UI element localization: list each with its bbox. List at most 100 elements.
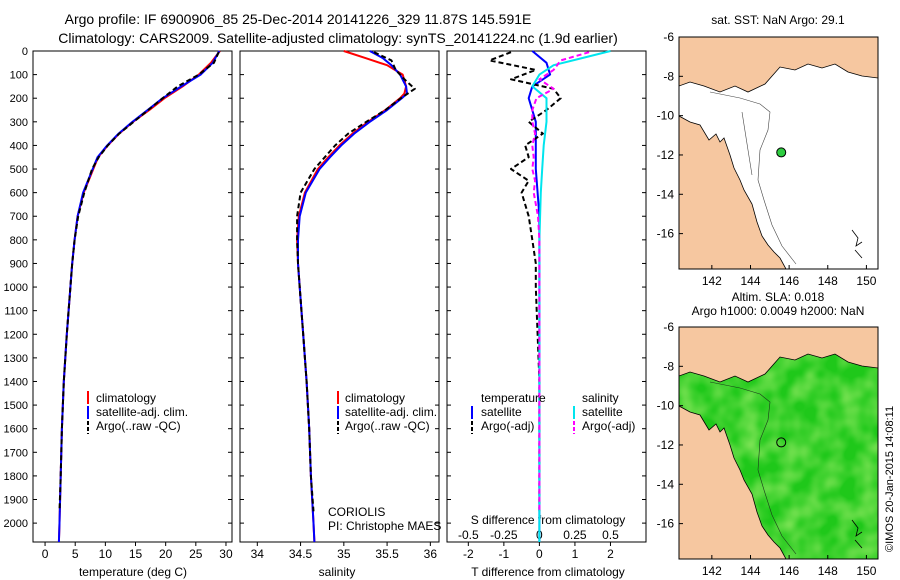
map-y-tick-label: -14 — [657, 187, 675, 201]
legend-argo-label: Argo(..raw -QC) — [96, 419, 181, 433]
pi-label: PI: Christophe MAES — [328, 519, 441, 533]
map-y-tick-label: -8 — [663, 359, 674, 373]
depth-tick-label: 300 — [10, 117, 28, 129]
x-tick-label: 5 — [72, 547, 79, 561]
s-tick-label: 0.25 — [563, 528, 587, 542]
depth-tick-label: 1300 — [4, 353, 28, 365]
temp-argo-line — [58, 51, 220, 512]
x-tick-label: 2 — [607, 547, 614, 561]
temperature-lines — [57, 50, 221, 543]
figure-title-line1: Argo profile: IF 6900906_85 25-Dec-2014 … — [65, 11, 532, 27]
diff-s-argo-line — [531, 51, 590, 512]
x-tick-label: 34.5 — [289, 547, 313, 561]
salinity-x-axis: 34 34.5 35 35.5 36 — [251, 542, 438, 561]
diff-s-satellite-line — [531, 50, 611, 542]
depth-tick-label: 1400 — [4, 376, 28, 388]
s-difference-axis-label: S difference from climatology — [471, 513, 626, 527]
s-tick-label: 0.5 — [602, 528, 619, 542]
map-x-tick-label: 150 — [856, 564, 876, 578]
sal-argo-line — [296, 51, 416, 512]
x-tick-label: 35 — [337, 547, 351, 561]
sst-map-title: sat. SST: NaN Argo: 29.1 — [711, 13, 845, 27]
diff-t-argo-line — [488, 51, 562, 512]
sla-new-guinea-land — [679, 327, 878, 383]
depth-tick-label: 800 — [10, 235, 28, 247]
x-tick-label: -1 — [499, 547, 510, 561]
salinity-legend: climatology satellite-adj. clim. Argo(..… — [337, 391, 437, 434]
x-tick-label: 34 — [251, 547, 265, 561]
sla-float-marker — [776, 437, 787, 448]
sla-island-outline — [851, 519, 863, 549]
temperature-legend: climatology satellite-adj. clim. Argo(..… — [87, 391, 188, 434]
sla-map-title-line2: Argo h1000: 0.0049 h2000: NaN — [692, 304, 865, 318]
x-tick-label: 10 — [99, 547, 113, 561]
sal-climatology-line — [296, 50, 408, 543]
sal-legend-argo-label: Argo(..raw -QC) — [345, 419, 430, 433]
x-tick-label: 30 — [219, 547, 233, 561]
depth-tick-label: 0 — [22, 46, 28, 58]
map-x-tick-label: 150 — [856, 274, 876, 288]
x-tick-label: 36 — [424, 547, 438, 561]
x-tick-label: -2 — [463, 547, 474, 561]
temperature-axis-label: temperature (deg C) — [79, 565, 187, 579]
temp-satellite-line — [57, 50, 221, 543]
credit-label: CORIOLIS — [328, 505, 385, 519]
x-tick-label: 15 — [129, 547, 143, 561]
sst-float-marker — [776, 147, 787, 158]
sst-map-axes: 142 144 146 148 150 -6 -8 -10 -12 -14 -16 — [657, 30, 877, 288]
depth-tick-label: 1600 — [4, 424, 28, 436]
sst-map — [679, 37, 878, 269]
sla-map-axes: 142 144 146 148 150 -6 -8 -10 -12 -14 -16 — [657, 320, 877, 578]
depth-tick-label: 700 — [10, 211, 28, 223]
map-y-tick-label: -6 — [663, 320, 674, 334]
legend-climatology-label: climatology — [96, 391, 156, 405]
map-y-tick-label: -16 — [657, 517, 675, 531]
depth-tick-label: 600 — [10, 188, 28, 200]
x-tick-label: 0 — [536, 547, 543, 561]
map-y-tick-label: -12 — [657, 438, 675, 452]
temperature-x-axis: 0 5 10 15 20 25 30 — [42, 542, 233, 561]
x-tick-label: 1 — [572, 547, 579, 561]
map-x-tick-label: 148 — [818, 274, 838, 288]
difference-x-axis: -2 -1 0 1 2-0.5 -0.25 0 0.25 0.5 — [458, 528, 619, 561]
s-tick-label: -0.25 — [490, 528, 518, 542]
sal-legend-climatology-label: climatology — [345, 391, 405, 405]
sla-australia-land — [679, 405, 787, 559]
depth-tick-label: 1200 — [4, 329, 28, 341]
sla-map — [679, 327, 878, 559]
sal-legend-satellite-label: satellite-adj. clim. — [345, 405, 437, 419]
imos-stamp: ©IMOS 20-Jan-2015 14:08:11 — [884, 406, 896, 552]
island-outline — [851, 229, 863, 259]
difference-lines — [488, 50, 611, 542]
depth-tick-label: 200 — [10, 93, 28, 105]
map-x-tick-label: 144 — [740, 564, 760, 578]
depth-tick-label: 500 — [10, 164, 28, 176]
map-y-tick-label: -12 — [657, 148, 675, 162]
x-tick-label: 0 — [42, 547, 49, 561]
map-x-tick-label: 142 — [702, 274, 722, 288]
salinity-axis-label: salinity — [319, 565, 356, 579]
depth-tick-label: 2000 — [4, 518, 28, 530]
depth-tick-label: 1100 — [4, 306, 28, 318]
x-tick-label: 20 — [159, 547, 173, 561]
map-y-tick-label: -8 — [663, 69, 674, 83]
map-x-tick-label: 144 — [740, 274, 760, 288]
x-tick-label: 35.5 — [375, 547, 399, 561]
depth-axis: 0 100 200 300 400 500 600 700 800 900 1000 1100 1200… — [4, 46, 646, 530]
map-y-tick-label: -10 — [657, 399, 675, 413]
depth-tick-label: 1800 — [4, 471, 28, 483]
difference-legend: temperature satellite Argo(-adj) salinit… — [471, 391, 635, 434]
depth-tick-label: 400 — [10, 140, 28, 152]
s-tick-label: -0.5 — [458, 528, 479, 542]
difference-panel-frame — [446, 50, 647, 543]
reef-contour — [709, 91, 797, 265]
diff-legend-t-argo-label: Argo(-adj) — [481, 419, 534, 433]
legend-satellite-label: satellite-adj. clim. — [96, 405, 188, 419]
salinity-lines — [296, 50, 416, 543]
sla-map-title-line1: Altim. SLA: 0.018 — [732, 290, 825, 304]
map-y-tick-label: -14 — [657, 477, 675, 491]
map-x-tick-label: 142 — [702, 564, 722, 578]
temp-climatology-line — [57, 50, 221, 543]
sla-reef-contour — [709, 381, 797, 555]
